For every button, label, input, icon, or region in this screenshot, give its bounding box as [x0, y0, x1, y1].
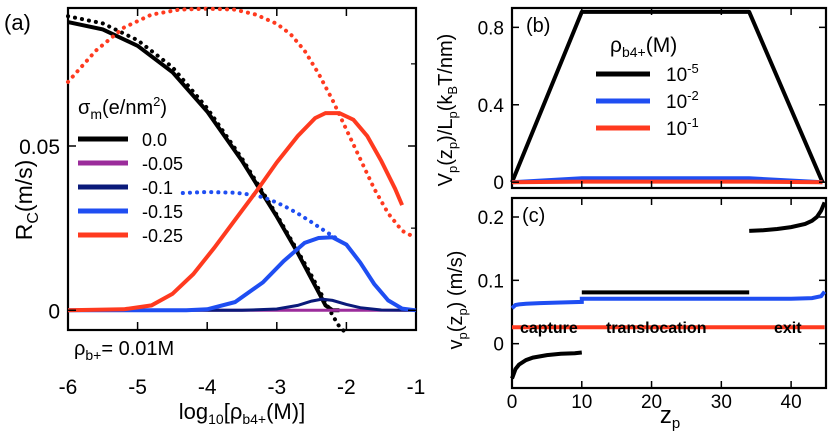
legend-label: 10-2 [666, 88, 699, 113]
legend-label-0-1: -0.1 [142, 178, 173, 198]
legend-label-base: 10 [666, 92, 687, 113]
panel-a-label: (a) [4, 10, 31, 35]
legend-label-exp: -2 [687, 88, 699, 103]
x-tick-label: 40 [781, 392, 802, 413]
series-line-0-0 [67, 20, 340, 313]
legend-label-base: 10 [666, 65, 687, 86]
panel-c-ylabel: vp(zp) (m/s) [445, 251, 470, 350]
panel-a-frame [66, 6, 418, 332]
legend-label-0-25: -0.25 [142, 226, 183, 246]
legend-label-exp: -1 [687, 115, 699, 130]
y-tick-label: 0 [493, 335, 504, 356]
panel-a-legend: 0.0 -0.05 -0.1 -0.15 -0.25 [78, 130, 183, 246]
panel-b-ticks: 0 0.4 0.8 [478, 8, 826, 194]
series-line-10-1 [511, 179, 823, 185]
legend-label-exp: -5 [687, 61, 699, 76]
y-tick-label: 0.05 [19, 136, 60, 159]
region-label-translocation: translocation [606, 320, 706, 337]
panel-b-legend-title: ρb4+(M) [610, 34, 677, 60]
panel-c-ticks: 0 0.1 0.2 0 10 20 30 40 [478, 198, 826, 413]
x-tick-label: -1 [407, 376, 426, 399]
x-tick-label: 10 [571, 392, 592, 413]
y-tick-label: 0 [493, 173, 504, 194]
series-line-0-15 [68, 235, 417, 313]
y-tick-label: 0.8 [478, 18, 504, 39]
panel-a-xlabel: log10[ρb4+(M)] [179, 399, 305, 427]
series-line-0-25 [67, 111, 404, 313]
series-dotted-0-25 [66, 6, 418, 240]
legend-label-0-15: -0.15 [142, 202, 183, 222]
panel-b-frame [510, 6, 828, 190]
panel-b: 0 0.4 0.8 (b) Vp(zp)/Lp(kBT/nm) ρb4+(M) 10… [435, 6, 828, 194]
panel-b-label: (b) [526, 15, 550, 37]
x-tick-label: 0 [507, 392, 518, 413]
series-dotted-0-15 [180, 189, 338, 240]
legend-label: 10-5 [666, 61, 699, 86]
series-line-10-2 [510, 290, 827, 310]
panel-c-label: (c) [522, 205, 545, 227]
panel-b-legend: 10-510-210-1 [596, 61, 699, 140]
legend-label-0-05: -0.05 [142, 154, 183, 174]
x-tick-label: -3 [267, 376, 286, 399]
x-tick-label: 20 [641, 392, 662, 413]
panel-a: -6 -5 -4 -3 -2 -1 0 0.05 (a) RC(m/s) log10[ρb4+… [4, 6, 425, 427]
y-tick-label: 0.2 [478, 208, 504, 229]
y-tick-label: 0 [48, 300, 60, 323]
x-tick-label: 30 [711, 392, 732, 413]
panel-a-ylabel: RC(m/s) [11, 160, 42, 241]
series-line-10-5-exit [749, 201, 827, 233]
panel-b-series [510, 9, 825, 185]
y-tick-label: 0.4 [478, 96, 505, 117]
region-label-exit: exit [774, 320, 802, 337]
x-tick-label: -5 [128, 376, 147, 399]
series-line-0-1 [68, 297, 417, 312]
series-line-10-5 [510, 9, 825, 183]
panel-c-series [510, 201, 827, 380]
legend-label: 10-1 [666, 115, 699, 140]
panel-b-ylabel: Vp(zp)/Lp(kBT/nm) [435, 34, 460, 187]
region-label-capture: capture [520, 320, 578, 337]
panel-c: 0 0.1 0.2 0 10 20 30 40 (c) vp(zp) (m/s) zp cap… [445, 196, 828, 431]
panel-a-legend-title: σm(e/nm2) [78, 94, 167, 122]
legend-label-0-0: 0.0 [142, 130, 167, 150]
x-tick-label: -4 [198, 376, 217, 399]
x-tick-label: -6 [59, 376, 78, 399]
series-line-10-5-capture [510, 350, 582, 380]
y-tick-label: 0.1 [478, 271, 504, 292]
panel-a-ticks: -6 -5 -4 -3 -2 -1 0 0.05 [19, 8, 425, 399]
panel-a-series [66, 6, 418, 336]
panel-a-annotation: ρb+= 0.01M [74, 338, 174, 363]
x-tick-label: -2 [337, 376, 356, 399]
panel-c-xlabel: zp [660, 402, 680, 431]
legend-label-base: 10 [666, 119, 687, 140]
